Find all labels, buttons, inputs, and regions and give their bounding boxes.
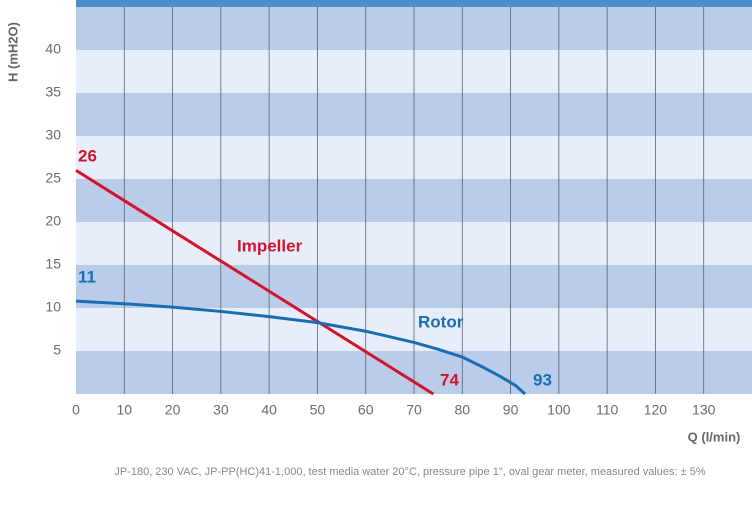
x-tick-label: 0 [72,402,80,418]
x-tick-label: 20 [165,402,181,418]
y-tick-label: 40 [45,41,61,57]
annotation: 74 [440,370,459,389]
y-tick-label: 35 [45,84,61,100]
annotation: 11 [78,267,96,286]
y-tick-label: 30 [45,127,61,143]
footnote: JP-180, 230 VAC, JP-PP(HC)41-1,000, test… [114,466,706,478]
x-tick-label: 10 [116,402,132,418]
x-tick-label: 40 [261,402,277,418]
x-tick-label: 50 [310,402,326,418]
chart: H (mH2O) Q (l/min) JP-180, 230 VAC, JP-P… [0,0,752,502]
y-tick-label: 15 [45,256,61,272]
annotation: 26 [78,146,97,165]
y-axis-label: H (mH2O) [5,22,20,82]
x-tick-label: 30 [213,402,229,418]
y-tick-label: 20 [45,213,61,229]
x-tick-label: 90 [503,402,519,418]
y-tick-label: 25 [45,170,61,186]
x-tick-label: 110 [596,402,619,418]
x-axis-label: Q (l/min) [688,429,741,444]
x-tick-label: 70 [406,402,422,418]
x-tick-label: 60 [358,402,374,418]
series-label: Impeller [237,236,303,255]
annotation: 93 [533,370,552,389]
y-tick-label: 10 [45,299,61,315]
x-tick-label: 100 [547,402,571,418]
photo-strip [76,0,752,8]
x-tick-label: 130 [692,402,716,418]
x-tick-label: 120 [644,402,668,418]
x-tick-label: 80 [454,402,470,418]
y-tick-label: 5 [53,342,61,358]
series-label: Rotor [418,312,464,331]
